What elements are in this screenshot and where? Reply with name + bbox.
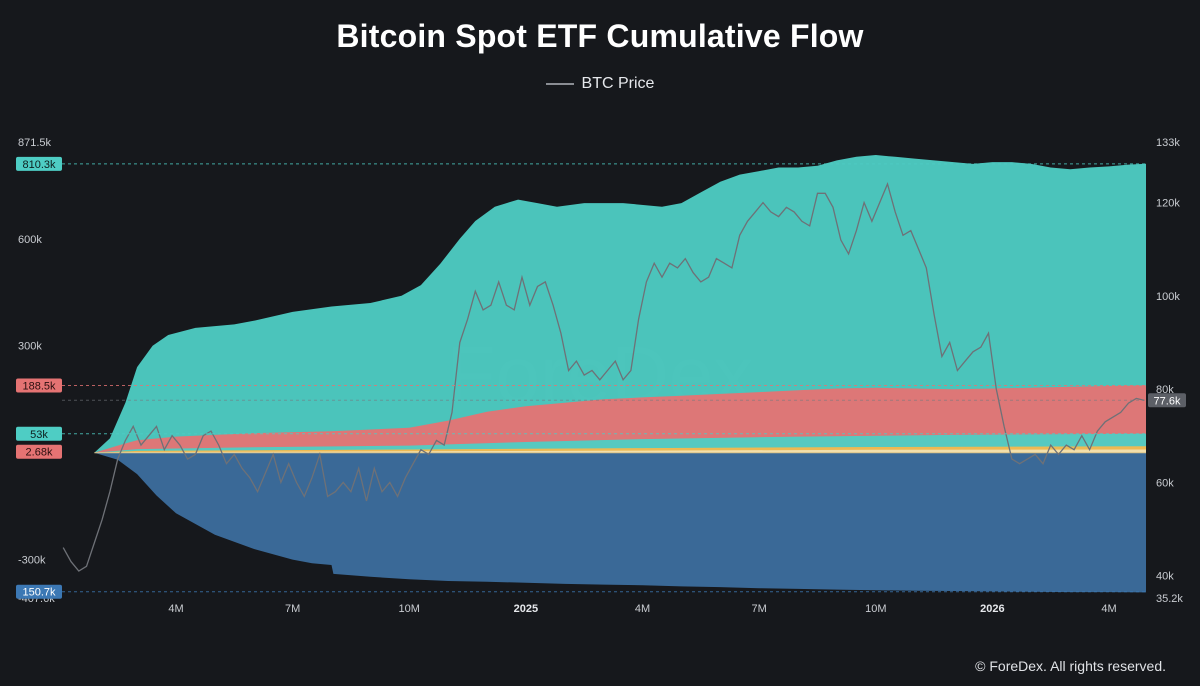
x-tick-label-2: 10M: [399, 603, 420, 615]
right-tick-label-0: 133k: [1156, 137, 1180, 149]
left-badge-3: [16, 444, 62, 459]
area-series-5: [94, 452, 1146, 593]
right-tick-label-5: 40k: [1156, 571, 1174, 583]
x-tick-label-1: 7M: [285, 603, 300, 615]
btc-price-line: [62, 182, 1145, 572]
x-tick-label-4: 4M: [635, 603, 650, 615]
left-badge-1: [16, 378, 62, 393]
x-tick-label-0: 4M: [168, 603, 183, 615]
x-tick-label-8: 4M: [1101, 603, 1116, 615]
x-tick-label-3: 2025: [514, 603, 538, 615]
left-badge-label-0: 810.3k: [22, 159, 56, 171]
area-series-0: [94, 155, 1146, 453]
right-tick-label-4: 60k: [1156, 477, 1174, 489]
x-tick-label-7: 2026: [980, 603, 1004, 615]
legend-line-swatch: [545, 83, 574, 85]
left-badge-label-4: 150.7k: [22, 587, 56, 599]
right-badge: [1148, 393, 1186, 408]
left-tick-label-2: 300k: [18, 341, 42, 353]
right-tick-label-3: 80k: [1156, 384, 1174, 396]
copyright-notice: © ForeDex. All rights reserved.: [975, 658, 1166, 674]
x-tick-label-5: 7M: [752, 603, 767, 615]
legend-label-btc-price: BTC Price: [581, 75, 655, 92]
right-badge-label: 77.6k: [1154, 395, 1181, 407]
left-badge-label-2: 53k: [30, 429, 48, 441]
chart-title: Bitcoin Spot ETF Cumulative Flow: [336, 18, 864, 54]
legend[interactable]: BTC Price: [0, 75, 1200, 93]
left-tick-label-1: 600k: [18, 234, 42, 246]
left-badge-0: [16, 156, 62, 171]
right-tick-label-6: 35.2k: [1156, 593, 1183, 605]
area-series-4: [94, 449, 1146, 453]
left-badge-2: [16, 426, 62, 441]
left-tick-label-3: -300k: [18, 555, 46, 567]
left-badge-label-3: 2.68k: [26, 447, 53, 459]
left-tick-label-0: 871.5k: [18, 137, 52, 149]
right-tick-label-1: 120k: [1156, 198, 1180, 210]
left-badge-4: [16, 584, 62, 599]
left-badge-label-1: 188.5k: [22, 380, 56, 392]
right-tick-label-2: 100k: [1156, 291, 1180, 303]
x-tick-label-6: 10M: [865, 603, 886, 615]
